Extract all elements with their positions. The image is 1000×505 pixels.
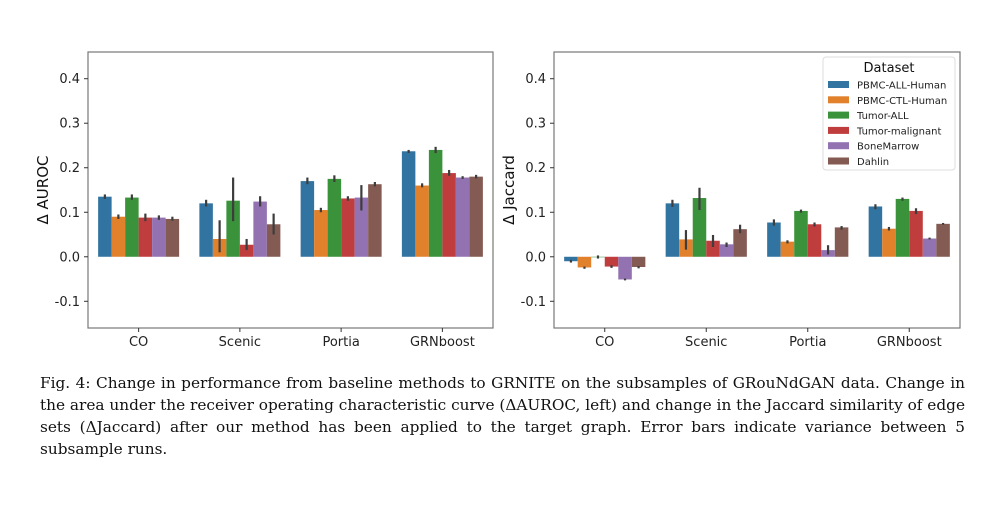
bar <box>631 256 646 268</box>
bar <box>415 185 429 257</box>
y-tick-label: 0.3 <box>59 117 80 132</box>
bar <box>665 203 680 257</box>
legend-swatch <box>828 96 849 104</box>
chart-panel-1: -0.1 0.0 0.1 0.2 0.3 0.4 CO Scenic Portia GRNboos… <box>34 51 494 350</box>
bar <box>401 151 416 257</box>
y-tick-label: 0.2 <box>525 161 546 176</box>
bar <box>577 256 592 268</box>
y-tick-label: -0.1 <box>521 295 546 310</box>
bar <box>354 197 369 257</box>
bar <box>300 181 315 257</box>
bar <box>922 238 937 257</box>
x-tick-label: Portia <box>789 335 826 350</box>
bar <box>138 217 153 257</box>
plot-frame <box>87 51 494 329</box>
legend-label: Tumor-malignant <box>856 126 941 137</box>
x-tick-label: GRNboost <box>877 335 942 350</box>
bar <box>618 256 632 280</box>
legend-title: Dataset <box>864 61 915 76</box>
bar <box>455 177 470 257</box>
y-tick-label: 0.0 <box>525 250 546 265</box>
bar <box>266 224 281 257</box>
legend: Dataset PBMC-ALL-Human PBMC-CTL-Human Tumor… <box>822 56 956 171</box>
bar <box>98 196 112 257</box>
bar <box>733 229 747 257</box>
x-tick-label: Portia <box>322 335 359 350</box>
legend-swatch <box>828 142 849 150</box>
legend-box <box>822 56 956 171</box>
y-tick-label: 0.1 <box>59 206 80 221</box>
bar <box>794 210 808 257</box>
x-tick-label: CO <box>595 335 614 350</box>
legend-label: PBMC-CTL-Human <box>857 96 947 107</box>
y-tick-label: 0.2 <box>59 161 80 176</box>
bar <box>239 244 254 257</box>
bar <box>152 217 166 257</box>
bar <box>936 223 950 257</box>
bar <box>226 200 240 257</box>
bar <box>428 149 443 257</box>
bar <box>469 176 483 257</box>
plot-frame <box>553 51 961 329</box>
y-tick-label: 0.1 <box>525 206 546 221</box>
bar <box>199 203 213 257</box>
legend-swatch <box>828 81 849 88</box>
legend-label: BoneMarrow <box>857 142 919 153</box>
y-tick-label: 0.3 <box>525 117 546 132</box>
x-tick-label: Scenic <box>685 335 727 350</box>
y-tick-label: 0.0 <box>59 250 80 265</box>
bar <box>341 198 355 257</box>
x-tick-label: GRNboost <box>410 335 475 350</box>
bar <box>882 228 896 257</box>
x-tick-label: CO <box>129 335 148 350</box>
bar <box>442 173 456 257</box>
legend-label: PBMC-ALL-Human <box>857 81 946 92</box>
bar <box>564 256 578 262</box>
figure-caption: Fig. 4: Change in performance from basel… <box>40 374 965 458</box>
y-axis-label: Δ Jaccard <box>500 155 518 225</box>
bar <box>368 184 382 257</box>
bar <box>834 227 849 257</box>
y-axis-label: Δ AUROC <box>34 156 52 225</box>
bar <box>868 206 883 257</box>
bar <box>706 240 720 257</box>
chart-panel-2: -0.1 0.0 0.1 0.2 0.3 0.4 CO Scenic Portia GRNboos… <box>500 51 961 350</box>
bar <box>125 197 139 257</box>
bar <box>692 198 707 257</box>
bar <box>895 198 910 257</box>
bar <box>909 210 923 257</box>
bar <box>780 241 795 257</box>
bar <box>165 218 180 257</box>
legend-swatch <box>828 126 849 134</box>
bar <box>253 201 267 257</box>
legend-label: Tumor-ALL <box>856 111 909 122</box>
bar <box>327 178 342 257</box>
legend-label: Dahlin <box>857 157 889 168</box>
y-tick-label: -0.1 <box>55 295 80 310</box>
y-tick-label: 0.4 <box>525 72 546 87</box>
figure: -0.1 0.0 0.1 0.2 0.3 0.4 CO Scenic Portia GRNboos… <box>34 51 961 350</box>
bar <box>111 216 126 257</box>
legend-swatch <box>828 111 849 119</box>
bar <box>719 244 734 257</box>
y-tick-label: 0.4 <box>59 72 80 87</box>
bar <box>807 224 822 257</box>
bar <box>767 222 781 257</box>
x-tick-label: Scenic <box>219 335 261 350</box>
bar <box>604 256 619 267</box>
bar <box>314 210 328 257</box>
legend-swatch <box>828 157 849 165</box>
